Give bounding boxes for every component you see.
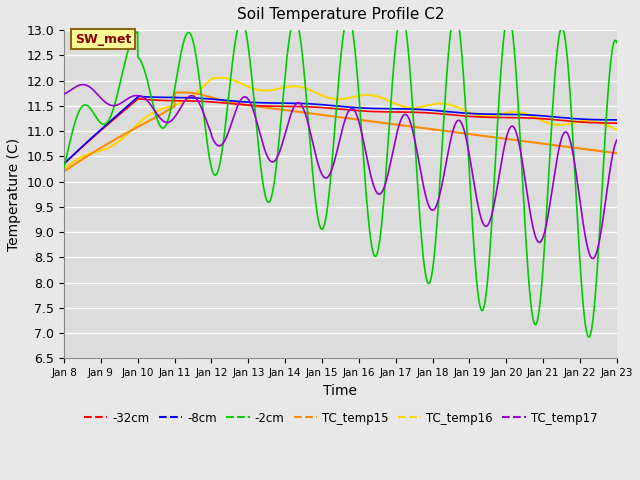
- TC_temp17: [589, 256, 596, 262]
- TC_temp15: [179, 90, 187, 96]
- TC_temp17: [60, 91, 68, 97]
- TC_temp16: [613, 127, 621, 132]
- -2cm: [613, 40, 621, 46]
- TC_temp16: [296, 84, 304, 90]
- -8cm: [602, 117, 610, 123]
- -2cm: [543, 209, 550, 215]
- Line: TC_temp17: TC_temp17: [64, 84, 617, 259]
- TC_temp15: [613, 150, 621, 156]
- X-axis label: Time: Time: [323, 384, 358, 397]
- Y-axis label: Temperature (C): Temperature (C): [7, 138, 21, 251]
- -32cm: [156, 97, 164, 103]
- -8cm: [60, 161, 68, 167]
- -2cm: [602, 114, 610, 120]
- -32cm: [60, 161, 68, 167]
- -8cm: [296, 100, 304, 106]
- -2cm: [272, 166, 280, 171]
- TC_temp17: [156, 115, 164, 121]
- -8cm: [156, 95, 164, 100]
- Line: -2cm: -2cm: [64, 12, 617, 337]
- TC_temp17: [296, 101, 304, 107]
- -2cm: [296, 33, 304, 39]
- -8cm: [134, 94, 141, 99]
- -2cm: [156, 123, 164, 129]
- -32cm: [613, 120, 621, 126]
- TC_temp16: [60, 167, 68, 172]
- -2cm: [451, 9, 459, 15]
- -2cm: [60, 164, 68, 170]
- -32cm: [134, 96, 141, 102]
- TC_temp17: [613, 137, 621, 143]
- TC_temp15: [156, 112, 164, 118]
- TC_temp15: [296, 109, 304, 115]
- Line: TC_temp15: TC_temp15: [64, 93, 617, 171]
- Line: -8cm: -8cm: [64, 96, 617, 164]
- -32cm: [543, 116, 550, 122]
- -32cm: [602, 120, 610, 126]
- -8cm: [124, 104, 131, 109]
- Line: -32cm: -32cm: [64, 99, 617, 164]
- TC_temp17: [602, 192, 610, 198]
- -32cm: [273, 103, 280, 109]
- TC_temp16: [602, 122, 610, 128]
- TC_temp16: [216, 75, 224, 81]
- -32cm: [124, 105, 131, 111]
- TC_temp17: [273, 156, 280, 162]
- TC_temp16: [156, 107, 164, 112]
- Text: SW_met: SW_met: [75, 33, 132, 46]
- TC_temp15: [543, 141, 550, 147]
- -8cm: [273, 100, 280, 106]
- -2cm: [585, 334, 593, 340]
- TC_temp15: [60, 168, 68, 174]
- TC_temp17: [79, 82, 87, 87]
- -8cm: [613, 117, 621, 123]
- TC_temp15: [602, 149, 610, 155]
- TC_temp16: [273, 86, 280, 92]
- -2cm: [124, 51, 131, 57]
- Legend: -32cm, -8cm, -2cm, TC_temp15, TC_temp16, TC_temp17: -32cm, -8cm, -2cm, TC_temp15, TC_temp16,…: [79, 407, 602, 429]
- -8cm: [543, 113, 550, 119]
- Title: Soil Temperature Profile C2: Soil Temperature Profile C2: [237, 7, 444, 22]
- TC_temp16: [124, 132, 131, 137]
- TC_temp17: [543, 220, 550, 226]
- Line: TC_temp16: TC_temp16: [64, 78, 617, 169]
- TC_temp15: [273, 106, 280, 112]
- TC_temp17: [124, 96, 131, 102]
- TC_temp16: [543, 120, 550, 125]
- -32cm: [296, 104, 304, 109]
- TC_temp15: [124, 130, 131, 135]
